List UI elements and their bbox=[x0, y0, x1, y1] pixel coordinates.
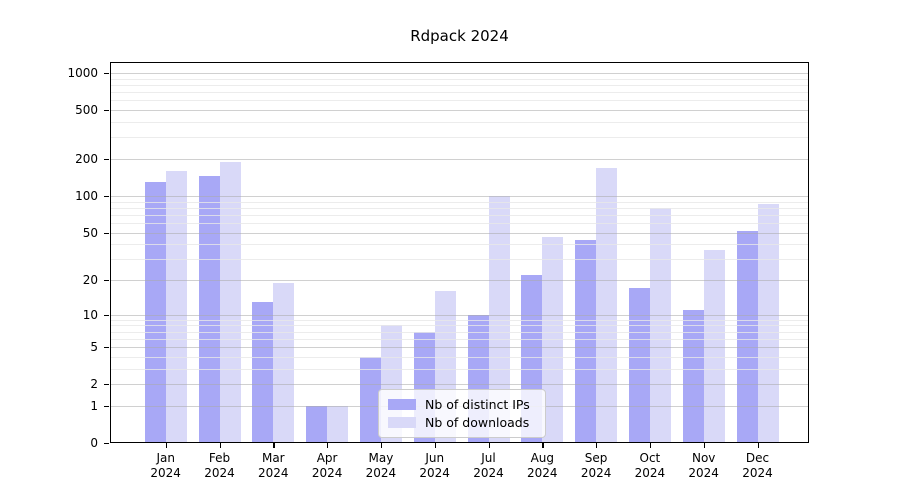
gridline-minor bbox=[110, 222, 809, 224]
gridline-minor bbox=[110, 319, 809, 321]
gridline-major bbox=[110, 314, 809, 316]
y-tick bbox=[104, 314, 109, 316]
bar-feb-ips bbox=[198, 175, 220, 443]
gridline-minor bbox=[110, 207, 809, 209]
bar-dec-ips bbox=[736, 231, 758, 443]
gridline-minor bbox=[110, 325, 809, 327]
x-tick bbox=[757, 443, 759, 448]
legend-label-distinct-ips: Nb of distinct IPs bbox=[425, 396, 530, 412]
gridline-minor bbox=[110, 100, 809, 102]
y-tick-label: 5 bbox=[90, 340, 98, 355]
y-tick-label: 2 bbox=[90, 377, 98, 392]
bar-mar-ips bbox=[252, 301, 274, 443]
gridline-minor bbox=[110, 85, 809, 86]
y-tick bbox=[104, 347, 109, 349]
gridline-major bbox=[110, 347, 809, 349]
y-tick-label: 200 bbox=[75, 152, 98, 166]
x-tick-label: Jun 2024 bbox=[419, 451, 450, 480]
x-tick bbox=[327, 443, 329, 448]
gridline-minor bbox=[110, 356, 809, 358]
gridline-minor bbox=[110, 201, 809, 203]
x-tick-label: Feb 2024 bbox=[204, 451, 235, 480]
x-tick bbox=[434, 443, 436, 448]
x-tick bbox=[703, 443, 705, 448]
gridline-minor bbox=[110, 122, 809, 124]
y-tick-label: 20 bbox=[82, 273, 98, 287]
gridline-minor bbox=[110, 137, 809, 139]
legend: Nb of distinct IPs Nb of downloads bbox=[378, 389, 546, 438]
x-tick bbox=[380, 443, 383, 448]
gridline-major bbox=[110, 73, 809, 75]
gridline-minor bbox=[110, 259, 809, 261]
bar-apr-ips bbox=[306, 405, 328, 443]
bar-oct-ips bbox=[628, 288, 650, 443]
bar-sep-ips bbox=[575, 240, 597, 443]
x-tick-label: Dec 2024 bbox=[742, 451, 773, 480]
x-tick-label: Nov 2024 bbox=[688, 451, 719, 480]
x-tick-label: Aug 2024 bbox=[527, 451, 558, 480]
legend-label-downloads: Nb of downloads bbox=[425, 415, 530, 431]
legend-swatch-distinct-ips bbox=[388, 398, 416, 410]
x-tick bbox=[488, 443, 490, 448]
y-tick bbox=[104, 384, 109, 386]
gridline-minor bbox=[110, 338, 809, 340]
gridline-major bbox=[110, 232, 809, 234]
y-tick bbox=[104, 405, 109, 408]
bar-dec-downloads bbox=[757, 203, 779, 443]
gridline-major bbox=[110, 195, 809, 197]
y-tick-label: 500 bbox=[75, 103, 98, 118]
x-tick-label: Oct 2024 bbox=[634, 451, 666, 480]
y-tick-label: 1 bbox=[90, 398, 98, 413]
x-tick bbox=[219, 443, 221, 448]
legend-item-distinct-ips: Nb of distinct IPs bbox=[388, 397, 536, 412]
x-tick bbox=[542, 443, 544, 448]
y-tick bbox=[104, 110, 109, 112]
legend-item-downloads: Nb of downloads bbox=[388, 415, 536, 430]
x-tick-label: Sep 2024 bbox=[580, 451, 612, 480]
bar-oct-downloads bbox=[649, 207, 671, 443]
y-tick-label: 50 bbox=[82, 225, 98, 240]
x-tick bbox=[649, 443, 652, 448]
y-tick-label: 1000 bbox=[67, 66, 98, 81]
y-tick bbox=[104, 195, 109, 198]
y-tick bbox=[104, 159, 109, 161]
bar-mar-downloads bbox=[273, 282, 295, 443]
gridline-minor bbox=[110, 244, 809, 246]
bar-apr-downloads bbox=[327, 405, 349, 443]
x-tick bbox=[273, 443, 275, 448]
y-tick-label: 0 bbox=[90, 436, 98, 450]
gridline-minor bbox=[110, 92, 809, 94]
bar-jan-downloads bbox=[165, 170, 187, 443]
gridline-minor bbox=[110, 214, 809, 216]
x-tick-label: Apr 2024 bbox=[311, 451, 343, 480]
y-tick bbox=[104, 232, 109, 234]
gridline-minor bbox=[110, 78, 809, 80]
x-tick bbox=[596, 443, 598, 448]
gridline-major bbox=[110, 280, 809, 281]
y-tick-label: 10 bbox=[82, 307, 98, 322]
bar-nov-downloads bbox=[703, 249, 725, 443]
gridline-minor bbox=[110, 331, 809, 333]
x-tick bbox=[165, 443, 167, 448]
bar-nov-ips bbox=[682, 309, 704, 443]
y-tick bbox=[104, 443, 109, 445]
x-tick-label: May 2024 bbox=[365, 451, 397, 480]
plot-border bbox=[110, 62, 809, 443]
y-tick bbox=[104, 280, 109, 282]
legend-swatch-downloads bbox=[388, 417, 416, 429]
gridline-minor bbox=[110, 368, 809, 370]
bar-sep-downloads bbox=[596, 168, 618, 443]
x-tick-label: Jul 2024 bbox=[473, 451, 504, 480]
gridline-major bbox=[110, 110, 809, 112]
bar-jan-ips bbox=[144, 182, 166, 443]
gridline-major bbox=[110, 384, 809, 386]
gridline-major bbox=[110, 159, 809, 160]
y-tick-label: 100 bbox=[75, 188, 98, 203]
x-tick-label: Jan 2024 bbox=[150, 451, 181, 480]
chart-title: Rdpack 2024 bbox=[410, 27, 509, 45]
bar-feb-downloads bbox=[219, 162, 241, 443]
x-tick-label: Mar 2024 bbox=[258, 451, 289, 480]
y-tick bbox=[104, 73, 109, 75]
